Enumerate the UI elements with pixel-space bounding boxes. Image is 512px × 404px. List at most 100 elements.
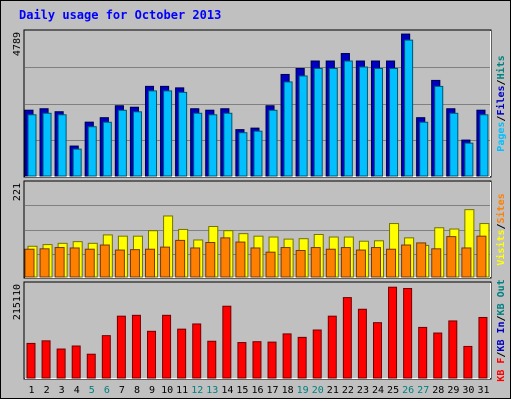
axis-label-files: Files	[495, 85, 507, 115]
panel-axis-label: KB F/KB In/KB Out	[496, 279, 507, 381]
bar-kb-f	[207, 340, 217, 379]
bar-kb-f	[418, 326, 428, 379]
x-tick-label: 4	[74, 385, 80, 396]
bar-kb-f	[463, 345, 473, 379]
bar-pages	[72, 148, 82, 177]
panel-max-label: 4789	[12, 32, 23, 56]
bar-sites	[39, 248, 50, 278]
bar-pages	[268, 109, 278, 177]
bar-pages	[27, 114, 37, 177]
bar-sites	[461, 247, 472, 278]
bar-kb-f	[41, 340, 51, 379]
axis-label-kbout: KB Out	[496, 279, 507, 315]
x-tick-label: 27	[417, 385, 429, 396]
bar-pages	[132, 111, 142, 177]
x-tick-label: 15	[236, 385, 248, 396]
bar-kb-f	[26, 342, 36, 379]
bar-sites	[386, 248, 397, 278]
bar-kb-f	[162, 314, 172, 379]
x-tick-label: 21	[327, 385, 339, 396]
x-tick-label: 8	[134, 385, 140, 396]
bar-kb-f	[388, 286, 398, 379]
bar-pages	[313, 68, 323, 177]
x-tick-label: 9	[149, 385, 155, 396]
bar-pages	[419, 121, 429, 177]
bar-sites	[370, 247, 381, 278]
bar-pages	[117, 109, 127, 177]
x-tick-label: 28	[432, 385, 444, 396]
bar-pages	[178, 91, 188, 177]
bar-pages	[42, 112, 52, 177]
bar-kb-f	[71, 345, 81, 379]
bar-kb-f	[252, 341, 262, 379]
bar-pages	[57, 114, 67, 177]
panel-axis-label: Visits/Sites	[495, 193, 507, 265]
x-tick-label: 29	[447, 385, 459, 396]
axis-label-visits: Visits	[495, 230, 507, 266]
bar-kb-f	[357, 308, 367, 379]
bar-kb-f	[267, 341, 277, 379]
axis-label-kbin: KB In	[496, 321, 507, 351]
bar-pages	[87, 126, 97, 177]
bar-sites	[431, 248, 442, 278]
bar-kb-f	[237, 342, 247, 379]
bar-pages	[343, 60, 353, 177]
x-tick-label: 14	[221, 385, 233, 396]
bar-pages	[238, 132, 248, 177]
axis-label-: /	[496, 315, 507, 321]
bar-sites	[476, 235, 487, 278]
bar-sites	[114, 249, 125, 278]
bar-pages	[102, 121, 112, 177]
bar-pages	[358, 66, 368, 177]
bar-pages	[148, 90, 158, 177]
bar-pages	[208, 114, 218, 177]
axis-label-: /	[496, 79, 507, 85]
bar-kb-f	[403, 288, 413, 379]
x-tick-label: 17	[267, 385, 279, 396]
x-tick-label: 30	[462, 385, 474, 396]
panel-2: 221 Visits/Sites	[12, 180, 507, 279]
bar-pages	[464, 142, 474, 177]
bar-pages	[434, 85, 444, 177]
x-tick-label: 26	[402, 385, 414, 396]
bar-sites	[129, 249, 140, 278]
bar-sites	[250, 247, 261, 278]
bar-sites	[325, 248, 336, 278]
bar-kb-f	[56, 348, 66, 379]
bar-sites	[145, 248, 156, 278]
x-tick-label: 1	[29, 385, 35, 396]
bar-kb-f	[192, 323, 202, 379]
bar-sites	[69, 247, 80, 278]
bar-pages	[163, 90, 173, 177]
axis-label-kbf: KB F	[496, 358, 507, 382]
bar-pages	[328, 68, 338, 177]
x-tick-label: 2	[44, 385, 50, 396]
x-tick-label: 6	[104, 385, 110, 396]
x-tick-label: 5	[89, 385, 95, 396]
bar-kb-f	[342, 297, 352, 379]
bar-sites	[235, 241, 246, 278]
x-tick-label: 25	[387, 385, 399, 396]
x-tick-label: 22	[342, 385, 354, 396]
bar-kb-f	[131, 314, 141, 379]
bar-pages	[389, 68, 399, 177]
bar-kb-f	[312, 329, 322, 379]
bar-kb-f	[86, 353, 96, 379]
x-tick-label: 31	[477, 385, 489, 396]
bar-sites	[220, 237, 231, 278]
bar-sites	[84, 248, 95, 278]
axis-label-pages: Pages	[496, 122, 507, 152]
bar-kb-f	[433, 332, 443, 379]
x-tick-label: 19	[297, 385, 309, 396]
x-tick-label: 7	[119, 385, 125, 396]
bar-pages	[298, 75, 308, 177]
bar-kb-f	[372, 322, 382, 379]
bar-kb-f	[282, 333, 292, 379]
x-tick-label: 10	[161, 385, 173, 396]
bar-sites	[24, 248, 35, 278]
bar-sites	[446, 236, 457, 278]
